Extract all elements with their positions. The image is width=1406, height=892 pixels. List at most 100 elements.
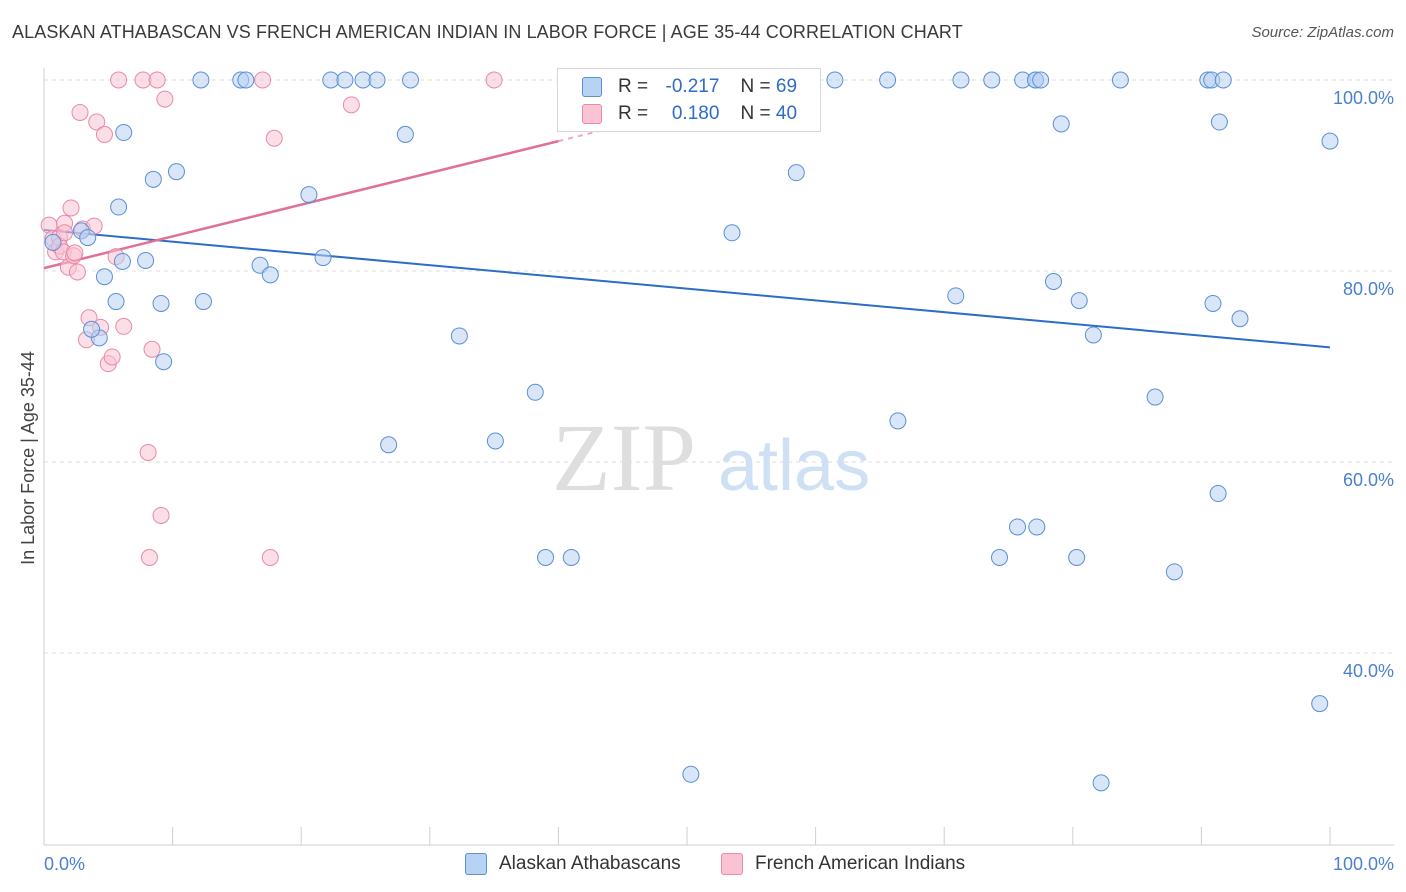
data-point-alaskan-athabascans [192,71,210,89]
y-tick-label: 40.0% [1343,661,1394,681]
data-point-french-american-indians [71,103,89,121]
bottom-legend-swatch-blue [465,853,487,875]
data-point-alaskan-athabascans [562,549,580,566]
watermark-zip: ZIP [552,404,696,511]
data-point-alaskan-athabascans [682,765,700,783]
legend-row-pink: R = 0.180 N = 40 [582,101,797,127]
y-axis-label: In Labor Force | Age 35-44 [18,351,38,565]
data-point-alaskan-athabascans [1209,485,1227,503]
trend-line-dashed-extension [558,121,636,143]
data-point-alaskan-athabascans [107,293,125,311]
data-point-french-american-indians [139,443,157,461]
legend-row-blue: R = -0.217 N = 69 [582,74,797,100]
data-point-alaskan-athabascans [95,268,113,286]
tick-labels: 40.0% 60.0% 80.0% 100.0% 0.0% 100.0% [44,88,1394,874]
data-point-french-american-indians [152,506,170,524]
data-point-french-american-indians [88,113,106,131]
y-tick-label: 60.0% [1343,470,1394,490]
data-point-alaskan-athabascans [144,170,162,188]
data-point-alaskan-athabascans [983,71,1001,89]
data-point-alaskan-athabascans [1032,71,1050,89]
data-point-french-american-indians [148,71,166,89]
data-point-alaskan-athabascans [990,549,1008,566]
data-point-alaskan-athabascans [1321,132,1339,150]
data-point-alaskan-athabascans [336,71,354,89]
grid-lines [44,79,1394,654]
data-point-alaskan-athabascans [115,124,133,142]
data-point-alaskan-athabascans [952,71,970,89]
data-point-alaskan-athabascans [237,71,255,89]
data-point-alaskan-athabascans [889,412,907,430]
data-point-french-american-indians [62,199,80,217]
data-point-alaskan-athabascans [354,71,372,89]
data-point-alaskan-athabascans [1092,774,1110,792]
data-point-french-american-indians [342,96,360,114]
data-point-french-american-indians [140,549,158,566]
legend-n-label: N = [740,103,771,124]
axes [43,68,1394,846]
legend-r-value: 0.180 [671,103,720,124]
data-point-alaskan-athabascans [537,549,555,566]
data-point-alaskan-athabascans [83,320,101,338]
legend-n-value: 40 [775,103,798,124]
bottom-legend-pink: French American Indians [721,851,965,877]
data-point-alaskan-athabascans [1045,273,1063,291]
data-point-alaskan-athabascans [879,71,897,89]
data-point-french-american-indians [110,71,128,89]
data-point-alaskan-athabascans [368,71,386,89]
data-point-alaskan-athabascans [1214,71,1232,89]
y-tick-label: 80.0% [1343,279,1394,299]
data-point-french-american-indians [261,549,279,566]
x-tick-label: 100.0% [1333,854,1394,874]
x-tick-label: 0.0% [44,854,85,874]
chart-title: ALASKAN ATHABASCAN VS FRENCH AMERICAN IN… [12,22,963,42]
data-point-alaskan-athabascans [155,353,173,371]
watermark-atlas: atlas [718,426,870,506]
data-point-alaskan-athabascans [1204,294,1222,312]
data-point-alaskan-athabascans [152,294,170,312]
data-point-alaskan-athabascans [314,249,332,267]
data-point-french-american-indians [265,129,283,147]
data-point-alaskan-athabascans [1231,310,1249,328]
legend-r-label: R = [618,103,649,124]
y-tick-label: 100.0% [1333,88,1394,108]
data-point-alaskan-athabascans [402,71,420,89]
data-point-alaskan-athabascans [167,163,185,181]
data-point-alaskan-athabascans [947,287,965,305]
data-point-french-american-indians [134,71,152,89]
data-point-alaskan-athabascans [1146,388,1164,406]
bottom-legend-label-blue: Alaskan Athabascans [499,853,681,874]
data-point-alaskan-athabascans [79,229,97,247]
data-point-alaskan-athabascans [1070,292,1088,310]
legend-n-label: N = [740,76,771,97]
data-point-alaskan-athabascans [194,293,212,311]
legend-n-value: 69 [775,76,798,97]
bottom-legend-swatch-pink [721,853,743,875]
data-point-alaskan-athabascans [300,186,318,204]
data-point-french-american-indians [143,340,161,358]
data-point-alaskan-athabascans [1311,695,1329,713]
legend-swatch-blue [582,77,602,97]
data-point-alaskan-athabascans [44,233,62,251]
trend-line-alaskan-athabascans [43,228,1331,349]
data-point-alaskan-athabascans [1111,71,1129,89]
data-point-french-american-indians [254,71,272,89]
trend-line-french-american-indians [43,139,559,270]
data-point-alaskan-athabascans [486,432,504,450]
data-point-alaskan-athabascans [322,71,340,89]
legend-swatch-pink [582,104,602,124]
legend-r-value: -0.217 [665,76,720,97]
bottom-legend-blue: Alaskan Athabascans [465,851,681,877]
data-point-french-american-indians [95,125,113,143]
trend-lines [43,121,1331,349]
data-point-alaskan-athabascans [1052,115,1070,133]
data-point-alaskan-athabascans [261,266,279,284]
data-point-alaskan-athabascans [526,383,544,401]
data-point-french-american-indians [68,263,86,281]
data-point-alaskan-athabascans [1009,518,1027,536]
source-credit: Source: ZipAtlas.com [1251,24,1394,41]
data-point-alaskan-athabascans [113,252,131,270]
data-point-french-american-indians [156,90,174,108]
bottom-legend-label-pink: French American Indians [755,853,966,874]
data-point-alaskan-athabascans [1028,518,1046,536]
